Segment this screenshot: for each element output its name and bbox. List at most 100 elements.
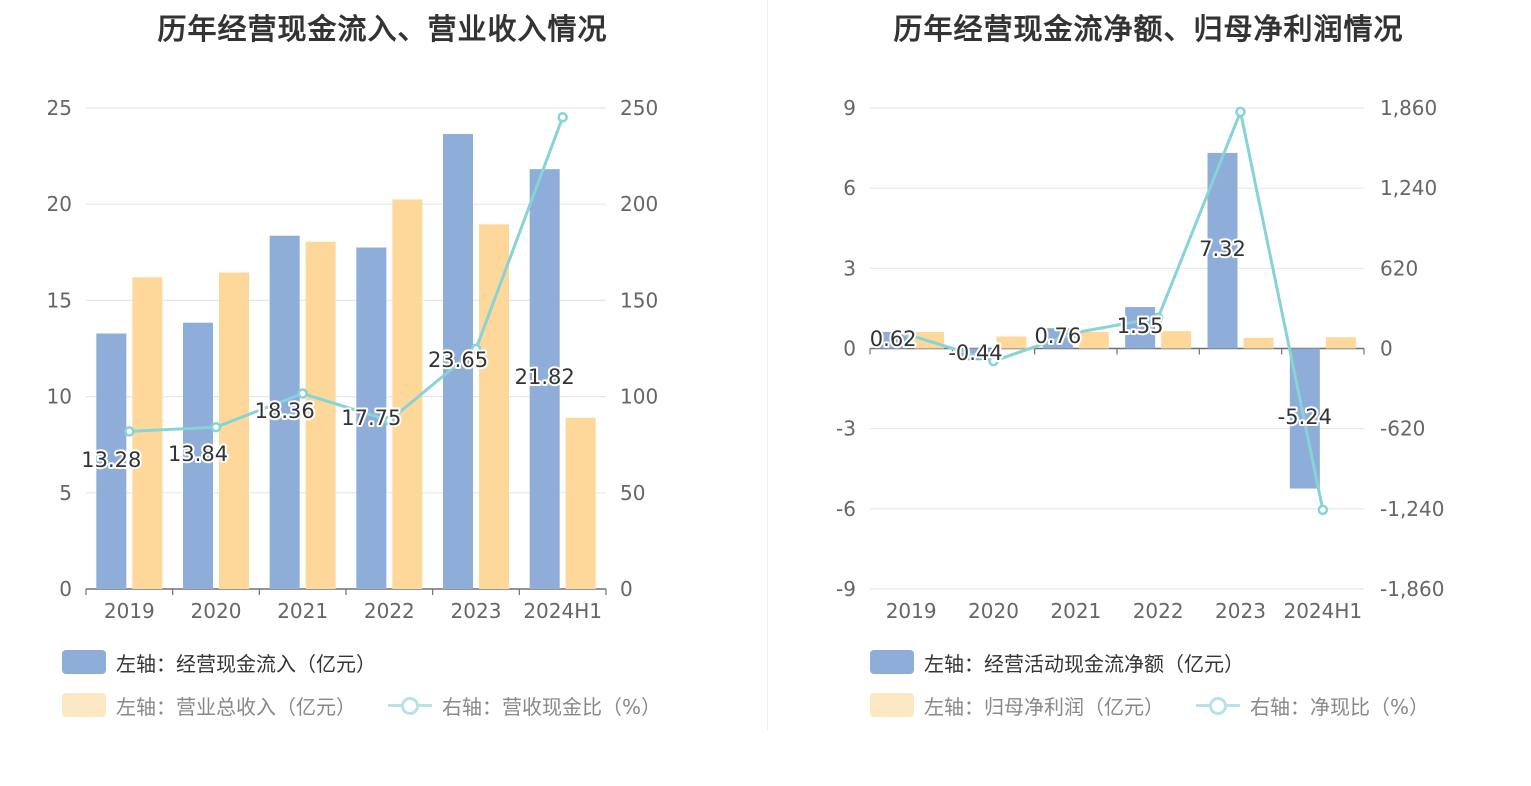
data-label: 1.55	[1117, 314, 1164, 338]
y-right-tick-label: 100	[620, 385, 658, 409]
data-label: 0.76	[1034, 324, 1081, 348]
bar-series-2	[392, 199, 423, 589]
y-right-tick-label: -1,240	[1380, 497, 1444, 521]
line-point	[1235, 106, 1246, 118]
y-right-tick-label: 250	[620, 96, 658, 120]
y-right-tick-label: -620	[1380, 417, 1425, 441]
data-label: -5.24	[1278, 405, 1332, 429]
right-legend-row-1: 左轴：经营活动现金流净额（亿元）	[870, 647, 1276, 677]
x-tick-label: 2021	[277, 599, 328, 623]
legend-swatch-cash-revenue-ratio	[388, 693, 432, 717]
line-series	[910, 106, 1325, 511]
y-left-tick-label: 3	[843, 256, 856, 280]
legend-item-cash-revenue-ratio[interactable]: 右轴：营收现金比（%）	[388, 691, 661, 720]
line-point	[384, 415, 395, 426]
y-right-tick-label: 1,240	[1380, 176, 1437, 200]
left-legend-row-2: 左轴：营业总收入（亿元） 右轴：营收现金比（%）	[62, 690, 693, 720]
legend-item-revenue[interactable]: 左轴：营业总收入（亿元）	[62, 691, 356, 720]
bar-series-1	[443, 133, 473, 589]
bar-series-1	[96, 333, 127, 589]
data-label: 23.65	[428, 348, 488, 372]
left-chart-plot: 0 0 5 50 10 100 15 150 20 200 25 250 2019 2020 2021 202…	[47, 96, 659, 623]
legend-swatch-cash-inflow	[62, 650, 106, 674]
legend-swatch-net-cash-ratio	[1196, 693, 1240, 717]
data-label: 0.62	[870, 327, 917, 351]
y-right-tick-label: -1,860	[1380, 577, 1444, 601]
bar-series-1	[529, 169, 560, 589]
x-tick-label: 2020	[191, 599, 242, 623]
line-point	[905, 330, 917, 341]
y-right-tick-label: 620	[1380, 256, 1418, 280]
y-left-tick-label: 25	[47, 96, 72, 120]
y-right-tick-label: 150	[620, 288, 658, 312]
legend-item-net-cash-ratio[interactable]: 右轴：净现比（%）	[1196, 691, 1429, 720]
bar-series-1	[1125, 307, 1156, 349]
y-right-tick-label: 200	[620, 192, 658, 216]
bar-series-1	[878, 331, 909, 349]
data-label: 13.84	[168, 442, 228, 466]
y-left-tick-label: 9	[843, 96, 856, 120]
data-label: 21.82	[515, 365, 575, 389]
data-label: 13.28	[81, 448, 141, 472]
bar-series-2	[1243, 337, 1274, 349]
x-tick-label: 2023	[451, 599, 502, 623]
y-left-tick-label: 0	[59, 577, 72, 601]
y-left-tick-label: -3	[836, 417, 856, 441]
bar-series-1	[269, 235, 300, 589]
left-legend-row-1: 左轴：经营现金流入（亿元）	[62, 647, 408, 677]
bar-series-2	[1325, 337, 1356, 349]
line-point	[470, 343, 482, 355]
bar-series-2	[996, 336, 1027, 349]
y-left-tick-label: -6	[836, 497, 856, 521]
right-chart-title: 历年经营现金流净额、归母净利润情况	[893, 12, 1404, 46]
y-left-tick-label: 10	[47, 385, 72, 409]
x-tick-label: 2023	[1215, 599, 1266, 623]
left-chart-panel: 历年经营现金流入、营业收入情况 0 0 5 50 10 100 15 150 20 200 25 25…	[0, 0, 765, 786]
x-tick-label: 2024H1	[1283, 599, 1362, 623]
y-left-tick-label: 6	[843, 176, 856, 200]
y-left-tick-label: 20	[47, 192, 72, 216]
x-tick-label: 2021	[1050, 599, 1101, 623]
line-series	[129, 116, 565, 433]
y-left-tick-label: 0	[843, 337, 856, 361]
y-left-tick-label: 5	[59, 481, 72, 505]
y-left-tick-label: 15	[47, 288, 72, 312]
bar-series-2	[219, 272, 249, 589]
x-tick-label: 2019	[886, 599, 937, 623]
x-tick-label: 2022	[364, 599, 415, 623]
line-point	[210, 421, 222, 433]
bar-series-2	[479, 224, 509, 590]
right-chart-plot: -9 -1,860 -6 -1,240 -3 -620 0 0 3 620 6 1,240 9 1,860…	[836, 96, 1444, 623]
data-label: 18.36	[255, 399, 315, 423]
legend-label-revenue: 左轴：营业总收入（亿元）	[116, 694, 356, 719]
legend-item-cash-inflow[interactable]: 左轴：经营现金流入（亿元）	[62, 648, 376, 677]
panel-divider	[767, 0, 768, 730]
bar-series-2	[1078, 331, 1109, 349]
y-right-tick-label: 50	[620, 481, 645, 505]
x-tick-label: 2022	[1133, 599, 1184, 623]
legend-label-cash-inflow: 左轴：经营现金流入（亿元）	[116, 651, 376, 676]
line-point	[988, 355, 999, 367]
x-tick-label: 2024H1	[523, 599, 602, 623]
legend-swatch-revenue	[62, 693, 106, 717]
bar-series-1	[183, 322, 213, 589]
line-point	[1070, 327, 1082, 338]
y-left-tick-label: -9	[836, 577, 856, 601]
legend-item-net-cash-flow[interactable]: 左轴：经营活动现金流净额（亿元）	[870, 648, 1244, 677]
right-legend-row-2: 左轴：归母净利润（亿元） 右轴：净现比（%）	[870, 690, 1461, 720]
legend-swatch-net-profit	[870, 693, 914, 717]
bar-series-2	[305, 241, 336, 589]
x-tick-label: 2019	[104, 599, 155, 623]
legend-label-cash-revenue-ratio: 右轴：营收现金比（%）	[442, 694, 662, 719]
legend-item-net-profit[interactable]: 左轴：归母净利润（亿元）	[870, 691, 1164, 720]
legend-label-net-cash-flow: 左轴：经营活动现金流净额（亿元）	[924, 651, 1244, 676]
bar-series-2	[565, 417, 596, 589]
y-right-tick-label: 0	[1380, 337, 1393, 361]
y-right-tick-label: 0	[620, 577, 633, 601]
right-chart-panel: 历年经营现金流净额、归母净利润情况 -9 -1,860 -6 -1,240 -3 -620…	[766, 0, 1531, 786]
legend-swatch-net-cash-flow	[870, 650, 914, 674]
legend-label-net-cash-ratio: 右轴：净现比（%）	[1250, 694, 1430, 719]
legend-label-net-profit: 左轴：归母净利润（亿元）	[924, 694, 1164, 719]
line-point	[1317, 504, 1329, 516]
y-right-tick-label: 1,860	[1380, 96, 1437, 120]
